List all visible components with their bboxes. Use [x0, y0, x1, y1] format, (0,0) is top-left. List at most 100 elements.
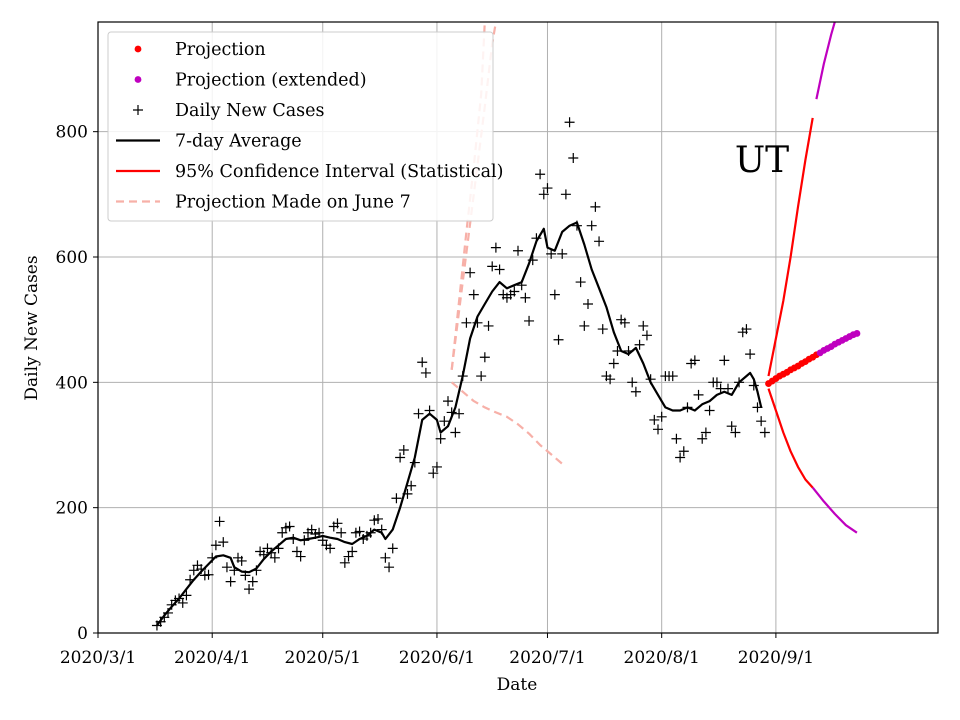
- daily-case-point: [314, 527, 325, 538]
- daily-case-point: [203, 569, 214, 580]
- daily-case-point: [490, 242, 501, 253]
- daily-case-point: [516, 280, 527, 291]
- daily-case-point: [472, 317, 483, 328]
- daily-case-point: [332, 518, 343, 529]
- daily-case-point: [634, 339, 645, 350]
- legend-item: Projection: [134, 40, 266, 60]
- projection-extended-point: [853, 330, 861, 337]
- legend-label: Projection (extended): [175, 71, 367, 91]
- daily-case-point: [553, 334, 564, 345]
- daily-case-point: [608, 358, 619, 369]
- y-tick-label: 0: [77, 624, 88, 644]
- daily-case-point: [395, 452, 406, 463]
- daily-case-point: [454, 408, 465, 419]
- daily-case-point: [343, 551, 354, 562]
- daily-case-point: [513, 245, 523, 256]
- daily-case-point: [387, 543, 398, 554]
- daily-case-point: [402, 488, 413, 499]
- ci-upper-extended-line: [815, 22, 836, 100]
- daily-case-point: [520, 292, 531, 303]
- daily-case-point: [641, 330, 652, 341]
- daily-case-point: [336, 527, 347, 538]
- daily-case-point: [527, 255, 538, 266]
- daily-case-point: [409, 457, 420, 468]
- x-tick-label: 2020/7/1: [509, 648, 585, 668]
- daily-case-point: [734, 377, 745, 388]
- daily-case-point: [461, 317, 472, 328]
- daily-case-point: [365, 527, 376, 538]
- daily-case-point: [221, 562, 232, 573]
- legend-box: [107, 31, 494, 222]
- daily-case-point: [468, 289, 479, 300]
- daily-case-point: [266, 547, 277, 558]
- x-tick-label: 2020/6/1: [399, 648, 475, 668]
- daily-case-point: [653, 424, 663, 435]
- state-annotation: UT: [735, 140, 789, 181]
- daily-case-point: [218, 537, 229, 548]
- daily-case-point: [476, 371, 487, 382]
- daily-case-point: [575, 277, 586, 288]
- daily-case-point: [188, 565, 199, 576]
- legend-swatch-plus: [133, 105, 143, 115]
- daily-case-point: [586, 220, 597, 231]
- daily-case-point: [667, 371, 678, 382]
- daily-case-point: [295, 551, 306, 562]
- daily-case-point: [406, 480, 417, 491]
- x-tick-label: 2020/3/1: [60, 648, 136, 668]
- x-tick-label: 2020/4/1: [174, 648, 250, 668]
- daily-case-point: [398, 445, 409, 456]
- daily-case-point: [549, 289, 560, 300]
- daily-case-point: [730, 427, 741, 438]
- daily-case-point: [726, 421, 737, 432]
- daily-case-point: [564, 117, 575, 128]
- daily-case-point: [689, 355, 700, 366]
- daily-case-point: [700, 427, 711, 438]
- daily-case-point: [207, 552, 218, 563]
- daily-case-point: [299, 535, 310, 546]
- daily-case-point: [225, 576, 236, 587]
- legend-label: Projection: [175, 40, 266, 60]
- daily-case-point: [509, 286, 520, 297]
- daily-case-point: [741, 324, 752, 335]
- june7-projection-lower-line: [450, 381, 563, 465]
- daily-case-point: [538, 189, 549, 200]
- daily-case-point: [417, 357, 428, 368]
- daily-case-point: [181, 590, 192, 601]
- legend: Projection Projection (extended) Daily New…: [107, 31, 503, 222]
- daily-case-point: [317, 535, 328, 546]
- x-tick-label: 2020/8/1: [624, 648, 700, 668]
- daily-case-point: [756, 416, 767, 427]
- daily-case-point: [384, 562, 395, 573]
- legend-swatch-dot: [134, 76, 142, 83]
- daily-case-point: [446, 407, 457, 418]
- daily-case-point: [597, 324, 608, 335]
- daily-case-point: [494, 264, 505, 275]
- ci-lower-line: [767, 388, 814, 489]
- daily-case-point: [247, 576, 258, 587]
- daily-case-point: [435, 433, 446, 444]
- legend-label: Projection Made on June 7: [175, 193, 411, 213]
- daily-case-point: [560, 189, 571, 200]
- daily-case-point: [420, 367, 431, 378]
- daily-case-point: [244, 584, 255, 595]
- legend-item: Projection Made on June 7: [116, 193, 411, 213]
- daily-case-point: [288, 534, 299, 544]
- daily-case-point: [236, 555, 247, 566]
- x-axis-title: Date: [497, 675, 538, 695]
- daily-case-point: [711, 377, 722, 388]
- daily-case-point: [656, 411, 667, 422]
- legend-label: 95% Confidence Interval (Statistical): [175, 162, 503, 182]
- daily-case-point: [273, 543, 284, 554]
- y-tick-label: 600: [56, 248, 88, 268]
- daily-case-point: [373, 513, 383, 524]
- legend-label: 7-day Average: [175, 132, 302, 152]
- legend-item: Projection (extended): [134, 71, 367, 91]
- daily-case-point: [450, 427, 461, 438]
- daily-case-point: [487, 261, 498, 272]
- daily-case-point: [258, 549, 269, 560]
- daily-case-point: [568, 152, 579, 163]
- daily-case-point: [457, 371, 468, 382]
- y-axis-title: Daily New Cases: [22, 255, 42, 400]
- daily-case-point: [697, 433, 708, 444]
- daily-case-point: [678, 446, 689, 457]
